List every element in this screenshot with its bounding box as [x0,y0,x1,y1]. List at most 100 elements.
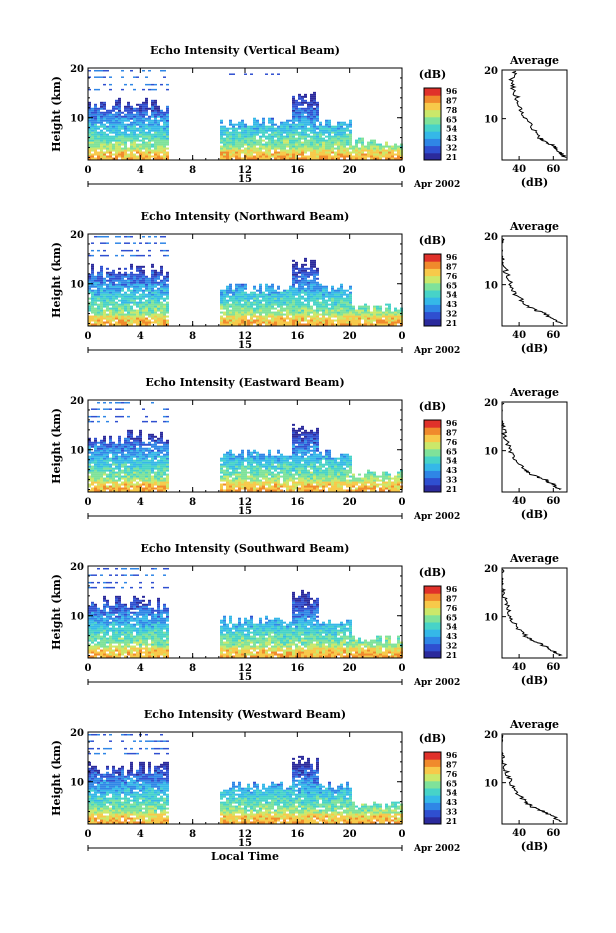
heatmap-cell [166,302,169,304]
heatmap-cell [136,458,139,460]
heatmap-cell [91,298,94,300]
heatmap-cell [295,468,298,470]
heatmap-cell [139,270,142,272]
heatmap-cell [127,402,130,404]
heatmap-cell [295,112,298,114]
heatmap-cell [337,304,340,306]
heatmap-cell [166,316,169,318]
heatmap-cell [343,130,346,132]
heatmap-cell [151,288,154,290]
heatmap-cell [109,274,112,276]
heatmap [88,70,403,160]
heatmap-cell [367,144,370,146]
heatmap-cell [316,274,319,276]
heatmap-cell [118,144,121,146]
heatmap-cell [346,136,349,138]
heatmap-cell [283,126,286,128]
heatmap-cell [304,294,307,296]
heatmap-cell [274,148,277,150]
heatmap-cell [112,316,115,318]
heatmap-cell [283,464,286,466]
heatmap-cell [265,144,268,146]
heatmap-cell [355,150,358,152]
heatmap-cell [304,126,307,128]
heatmap-cell [337,138,340,140]
heatmap-cell [133,89,136,91]
heatmap-cell [286,472,289,474]
heatmap-cell [301,454,304,456]
heatmap-cell [268,470,271,472]
heatmap-cell [136,486,139,488]
heatmap-cell [118,436,121,438]
heatmap-cell [139,114,142,116]
heatmap-cell [295,448,298,450]
heatmap-cell [286,150,289,152]
heatmap-cell [298,118,301,120]
heatmap-cell [274,486,277,488]
heatmap-cell [103,446,106,448]
heatmap-cell [316,306,319,308]
heatmap-cell [157,314,160,316]
heatmap-cell [373,310,376,312]
heatmap-cell [163,408,166,410]
heatmap-cell [145,302,148,304]
heatmap-cell [250,312,253,314]
heatmap-cell [304,282,307,284]
heatmap-cell [115,304,118,306]
heatmap-cell [328,132,331,134]
heatmap-cell [328,124,331,126]
heatmap-cell [94,468,97,470]
heatmap-cell [223,322,226,324]
heatmap-cell [97,472,100,474]
heatmap-cell [229,306,232,308]
heatmap-cell [376,156,379,158]
heatmap-cell [124,472,127,474]
heatmap-cell [304,122,307,124]
heatmap-cell [346,138,349,140]
heatmap-cell [133,470,136,472]
heatmap-cell [250,464,253,466]
heatmap-cell [226,138,229,140]
heatmap-cell [262,476,265,478]
heatmap-cell [112,460,115,462]
heatmap-cell [277,310,280,312]
heatmap-cell [364,322,367,324]
heatmap-cell [118,480,121,482]
heatmap-cell [385,310,388,312]
heatmap-cell [163,442,166,444]
heatmap-cell [154,446,157,448]
heatmap-cell [160,112,163,114]
heatmap-cell [139,116,142,118]
heatmap-cell [151,436,154,438]
heatmap-cell [139,470,142,472]
heatmap-cell [127,438,130,440]
heatmap-cell [334,138,337,140]
heatmap-cell [142,308,145,310]
heatmap-cell [103,290,106,292]
heatmap-cell [265,138,268,140]
heatmap-cell [100,286,103,288]
heatmap-cell [238,300,241,302]
heatmap-cell [304,280,307,282]
heatmap-cell [220,154,223,156]
heatmap-cell [121,76,124,78]
heatmap-cell [283,456,286,458]
heatmap-cell [226,456,229,458]
heatmap-cell [310,94,313,96]
heatmap-cell [292,488,295,490]
heatmap-cell [298,122,301,124]
heatmap-cell [163,148,166,150]
heatmap-cell [112,462,115,464]
heatmap-cell [229,296,232,298]
heatmap-cell [145,124,148,126]
heatmap-cell [286,138,289,140]
heatmap-cell [145,308,148,310]
heatmap-cell [241,482,244,484]
date-tail: Apr 2002 [413,346,460,356]
heatmap-cell [124,158,127,160]
heatmap-cell [379,152,382,154]
heatmap-cell [91,150,94,152]
heatmap-cell [331,296,334,298]
heatmap-cell [310,146,313,148]
heatmap-cell [262,144,265,146]
